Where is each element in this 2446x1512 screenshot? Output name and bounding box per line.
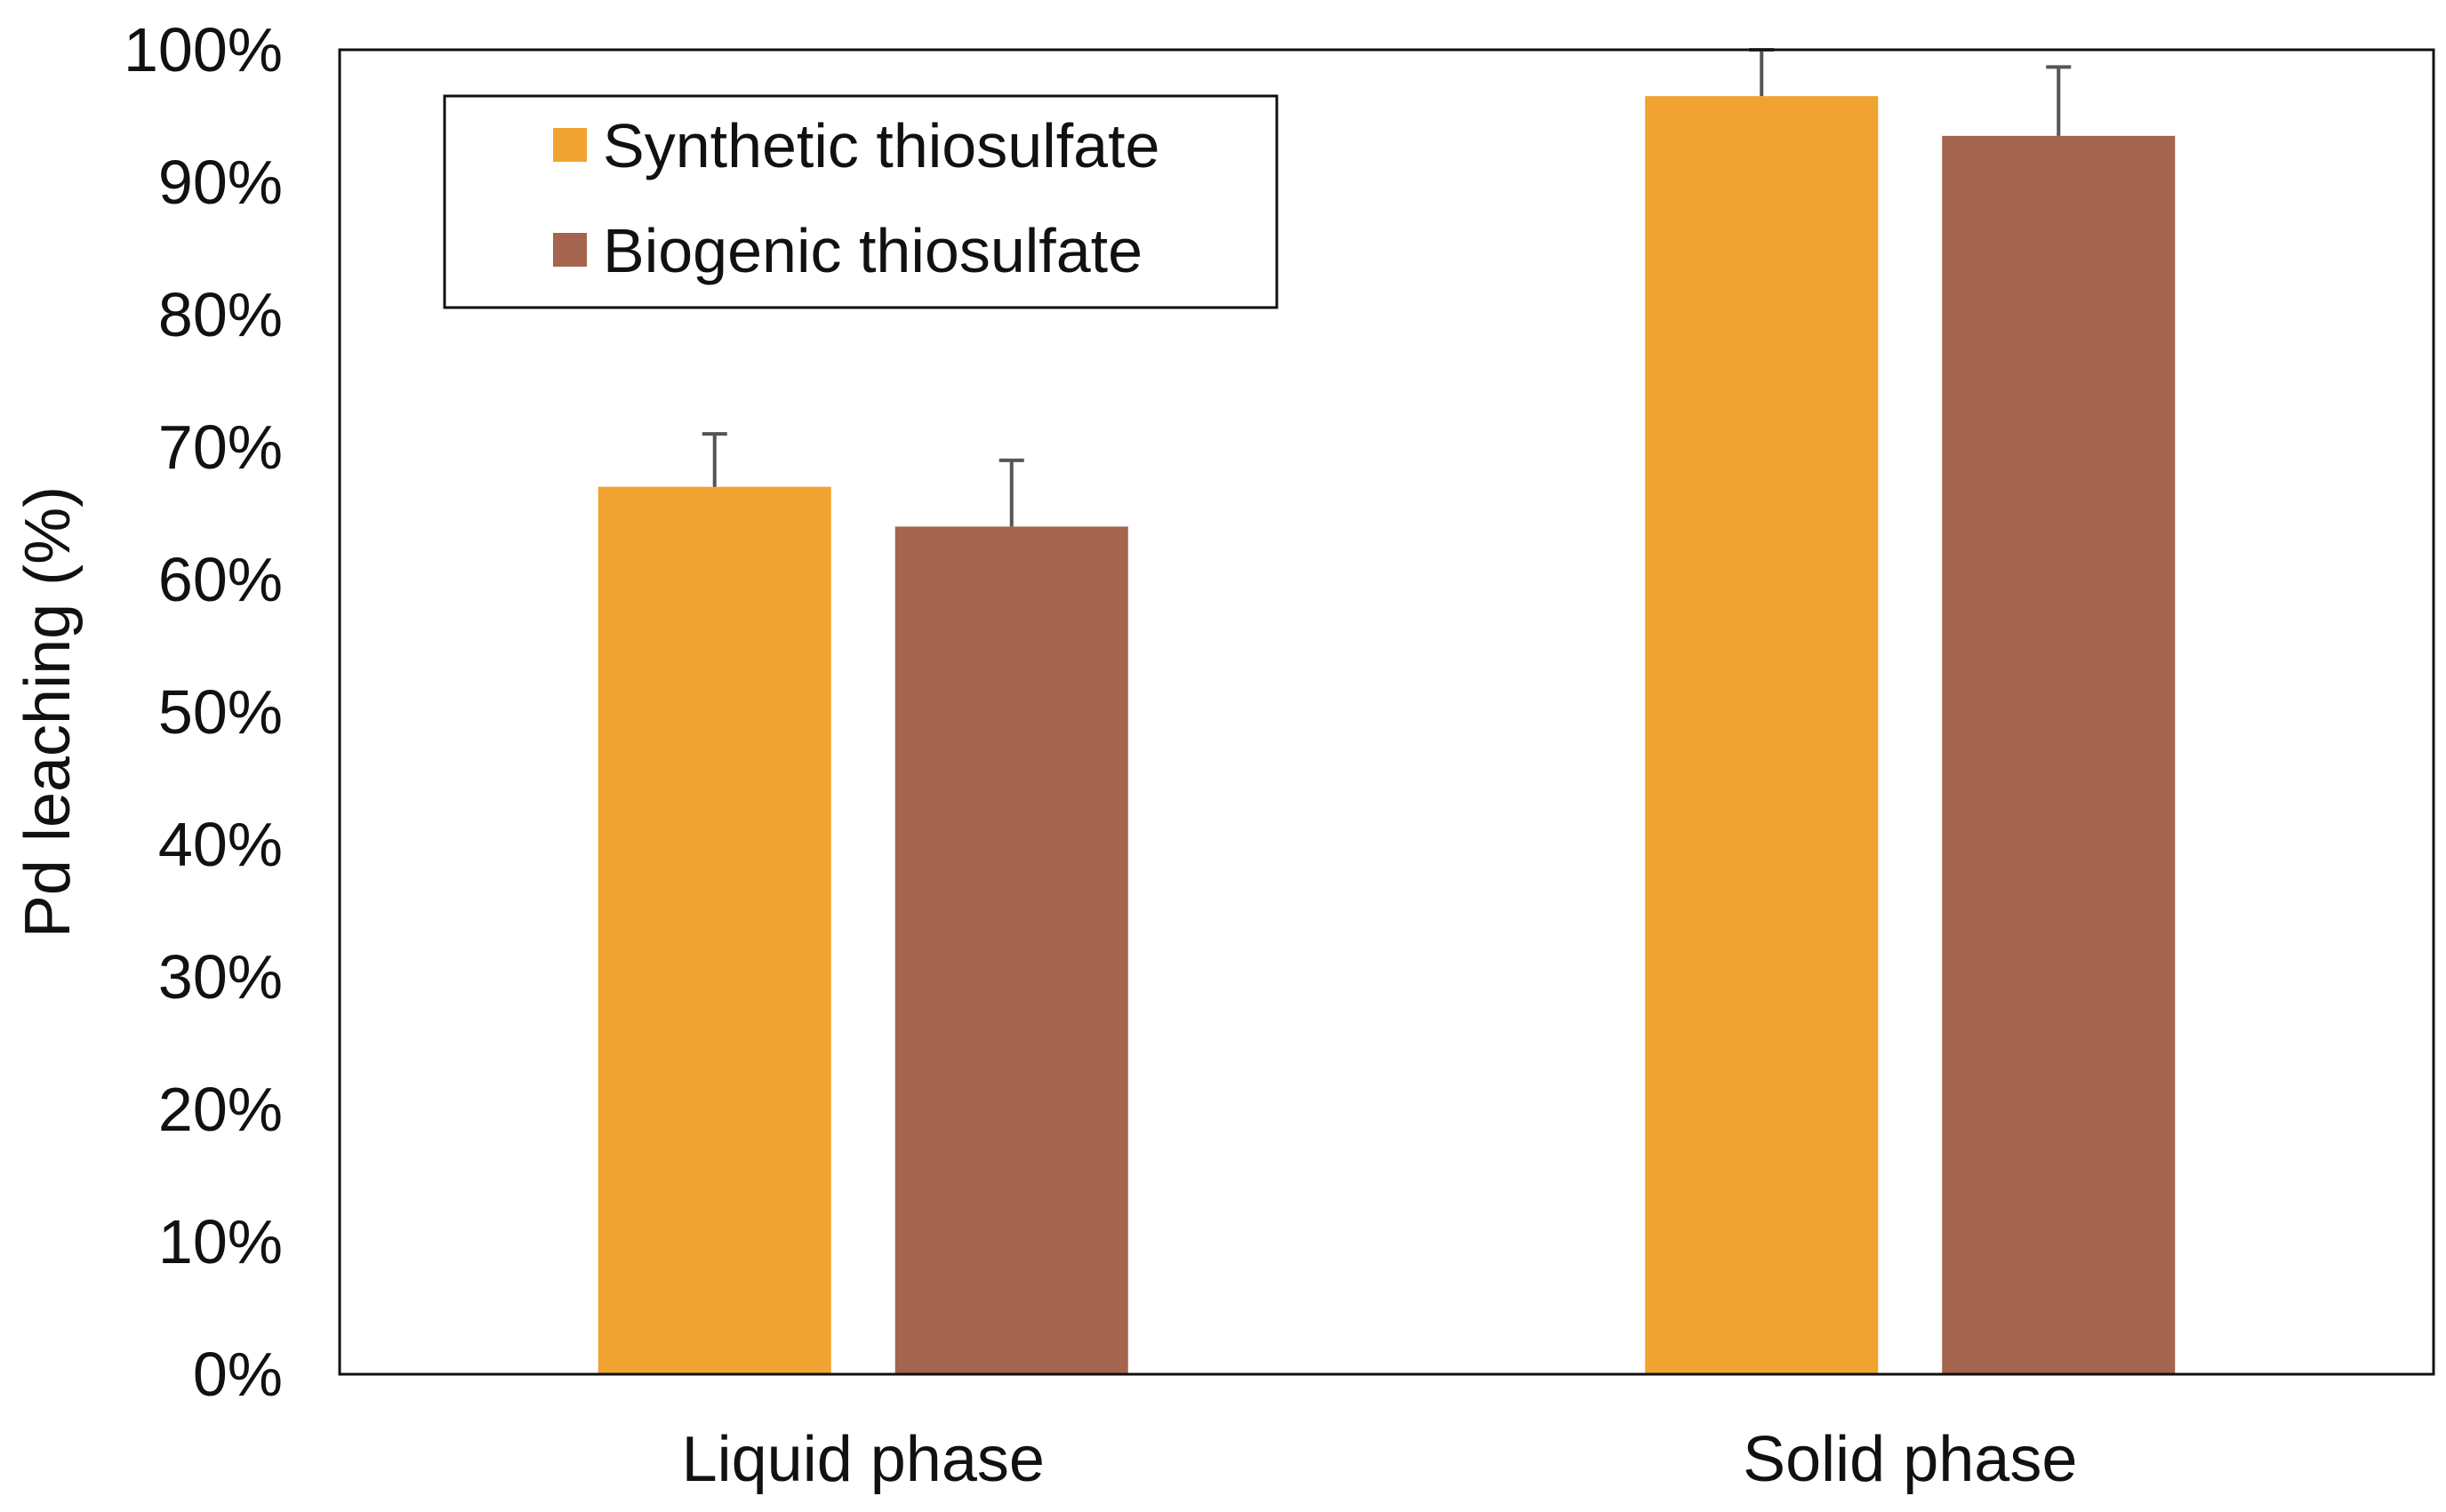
y-tick-label: 20% — [158, 1075, 283, 1144]
y-tick-label: 70% — [158, 412, 283, 482]
y-tick-label: 40% — [158, 810, 283, 879]
x-axis-labels: Liquid phase Solid phase — [682, 1424, 2078, 1495]
y-tick-label: 10% — [158, 1207, 283, 1276]
legend: Synthetic thiosulfate Biogenic thiosulfat… — [443, 94, 1279, 309]
y-tick-label: 50% — [158, 677, 283, 747]
legend-swatch — [553, 233, 587, 267]
y-tick-label: 90% — [158, 148, 283, 217]
y-axis-ticks: 0% 10% 20% 30% 40% 50% 60% 70% 80% 90% 100% — [124, 15, 283, 1409]
y-axis-title: Pd leaching (%) — [12, 486, 84, 938]
bar — [597, 486, 831, 1374]
legend-swatch — [553, 128, 587, 162]
y-tick-label: 100% — [124, 15, 283, 84]
y-tick-label: 0% — [193, 1340, 283, 1409]
legend-label: Synthetic thiosulfate — [603, 111, 1159, 180]
y-tick-label: 30% — [158, 942, 283, 1012]
plot-area-frame — [338, 48, 2435, 1376]
bar — [1645, 96, 1879, 1374]
x-category-label: Solid phase — [1743, 1424, 2077, 1495]
y-tick-label: 60% — [158, 545, 283, 614]
bar — [1942, 135, 2176, 1375]
legend-label: Biogenic thiosulfate — [603, 216, 1143, 285]
x-category-label: Liquid phase — [682, 1424, 1045, 1495]
bar — [894, 526, 1128, 1374]
bars — [597, 96, 2176, 1375]
y-tick-label: 80% — [158, 280, 283, 349]
